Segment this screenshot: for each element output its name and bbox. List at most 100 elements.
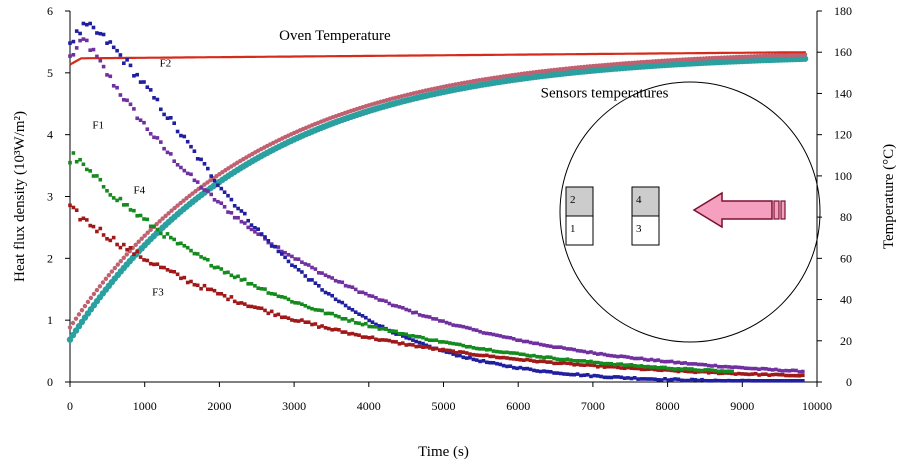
heat-flux-point-f2 xyxy=(138,80,143,84)
heat-flux-point-f2 xyxy=(488,360,492,365)
heat-flux-point-f1 xyxy=(367,293,371,298)
heat-flux-point-f3 xyxy=(115,242,119,247)
heat-flux-point-f4 xyxy=(219,267,224,271)
heat-flux-point-f3 xyxy=(468,352,472,356)
heat-flux-point-f2 xyxy=(790,379,795,383)
heat-flux-point-f2 xyxy=(199,157,203,162)
heat-flux-point-f1 xyxy=(434,317,439,321)
heat-flux-point-f1 xyxy=(535,341,539,346)
heat-flux-point-f2 xyxy=(458,353,462,358)
heat-flux-point-f1 xyxy=(797,370,802,374)
heat-flux-point-f1 xyxy=(515,338,519,342)
heat-flux-point-f3 xyxy=(135,249,139,254)
heat-flux-point-f1 xyxy=(431,317,435,321)
heat-flux-point-f1 xyxy=(256,232,260,236)
heat-flux-point-f1 xyxy=(653,358,657,363)
heat-flux-point-f4 xyxy=(596,360,600,365)
heat-flux-point-f2 xyxy=(686,378,691,383)
sensor-temperature-point xyxy=(115,262,121,267)
heat-flux-point-f1 xyxy=(377,298,382,302)
heat-flux-point-f4 xyxy=(390,329,395,333)
heat-flux-point-f3 xyxy=(377,338,382,342)
heat-flux-point-f1 xyxy=(98,58,103,63)
heat-flux-point-f4 xyxy=(152,224,156,229)
heat-flux-point-f4 xyxy=(179,241,183,246)
heat-flux-point-f1 xyxy=(91,47,96,52)
heat-flux-point-f2 xyxy=(243,211,247,216)
heat-flux-point-f1 xyxy=(522,339,526,344)
heat-flux-point-f3 xyxy=(464,351,469,355)
heat-flux-point-f3 xyxy=(599,364,603,368)
heat-flux-point-f3 xyxy=(501,355,506,360)
heat-flux-point-f2 xyxy=(209,174,213,178)
heat-flux-point-f1 xyxy=(290,254,294,259)
sensor-temperature-point xyxy=(163,213,168,219)
heat-flux-point-f4 xyxy=(656,366,661,370)
heat-flux-point-f1 xyxy=(770,368,775,372)
heat-flux-point-f3 xyxy=(206,287,210,292)
heat-flux-point-f1 xyxy=(364,291,368,296)
heat-flux-point-f3 xyxy=(280,315,284,320)
heat-flux-point-f4 xyxy=(394,329,398,334)
heat-flux-point-f3 xyxy=(750,372,755,376)
heat-flux-point-f2 xyxy=(411,338,415,342)
heat-flux-point-f1 xyxy=(246,225,250,230)
heat-flux-point-f2 xyxy=(733,379,738,383)
heat-flux-point-f1 xyxy=(727,365,731,369)
heat-flux-point-f1 xyxy=(602,352,607,357)
heat-flux-point-f2 xyxy=(115,48,119,53)
heat-flux-point-f1 xyxy=(276,245,281,249)
heat-flux-point-f1 xyxy=(629,356,634,360)
heat-flux-point-f3 xyxy=(522,358,526,362)
annotation-f2: F2 xyxy=(160,58,172,70)
heat-flux-point-f4 xyxy=(468,344,472,349)
heat-flux-point-f4 xyxy=(548,355,553,360)
heat-flux-point-f3 xyxy=(148,261,153,266)
sensor-temperature-point xyxy=(97,284,103,289)
heat-flux-point-f4 xyxy=(202,256,207,261)
heat-flux-point-f2 xyxy=(753,379,758,383)
heat-flux-point-f1 xyxy=(659,359,664,364)
heat-flux-point-f3 xyxy=(434,346,439,351)
heat-flux-point-f1 xyxy=(296,257,301,261)
heat-flux-point-f1 xyxy=(572,347,576,352)
heat-flux-point-f3 xyxy=(269,309,274,314)
heat-flux-point-f4 xyxy=(696,368,701,373)
heat-flux-point-f4 xyxy=(582,359,587,363)
heat-flux-point-f3 xyxy=(232,299,237,304)
heat-flux-point-f2 xyxy=(91,25,96,30)
heat-flux-point-f2 xyxy=(801,379,805,383)
sensor-temperature-point xyxy=(801,55,809,62)
heat-flux-point-f3 xyxy=(737,371,741,376)
heat-flux-point-f1 xyxy=(327,274,331,279)
sensor-temperature-point xyxy=(133,242,138,248)
heat-flux-point-f2 xyxy=(108,40,113,44)
heat-flux-point-f2 xyxy=(797,379,802,383)
heat-flux-point-f2 xyxy=(306,278,311,282)
heat-flux-point-f1 xyxy=(464,325,469,330)
heat-flux-point-f4 xyxy=(306,305,311,310)
y-left-tick-label: 2 xyxy=(47,251,53,265)
heat-flux-point-f2 xyxy=(148,88,153,92)
heat-flux-point-f2 xyxy=(622,376,627,380)
heat-flux-point-f4 xyxy=(229,273,234,278)
heat-flux-point-f4 xyxy=(280,295,284,299)
axes: 0 1000 2000 3000 4000 5000 6000 7000 8000 9000 100… xyxy=(12,4,897,460)
heat-flux-point-f4 xyxy=(417,335,422,339)
heat-flux-point-f2 xyxy=(582,373,587,377)
heat-flux-point-f3 xyxy=(85,218,89,222)
heat-flux-point-f1 xyxy=(159,140,163,144)
heat-flux-point-f1 xyxy=(582,349,587,354)
heat-flux-series xyxy=(68,21,805,383)
heat-flux-point-f1 xyxy=(441,319,445,323)
heat-flux-point-f1 xyxy=(737,365,741,370)
heat-flux-point-f4 xyxy=(192,251,197,256)
heat-flux-point-f1 xyxy=(424,314,429,319)
heat-flux-point-f2 xyxy=(501,363,506,368)
heat-flux-point-f3 xyxy=(740,372,745,376)
heat-flux-point-f4 xyxy=(616,362,620,366)
heat-flux-point-f2 xyxy=(202,162,207,166)
heat-flux-point-f3 xyxy=(286,316,291,320)
heat-flux-point-f4 xyxy=(579,359,583,363)
heat-flux-point-f3 xyxy=(720,371,724,376)
